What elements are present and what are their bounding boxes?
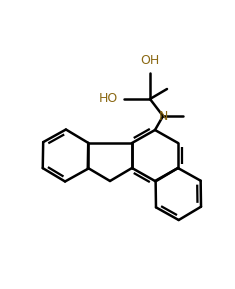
Text: HO: HO [98, 92, 118, 105]
Text: OH: OH [140, 55, 160, 68]
Text: N: N [158, 110, 168, 123]
